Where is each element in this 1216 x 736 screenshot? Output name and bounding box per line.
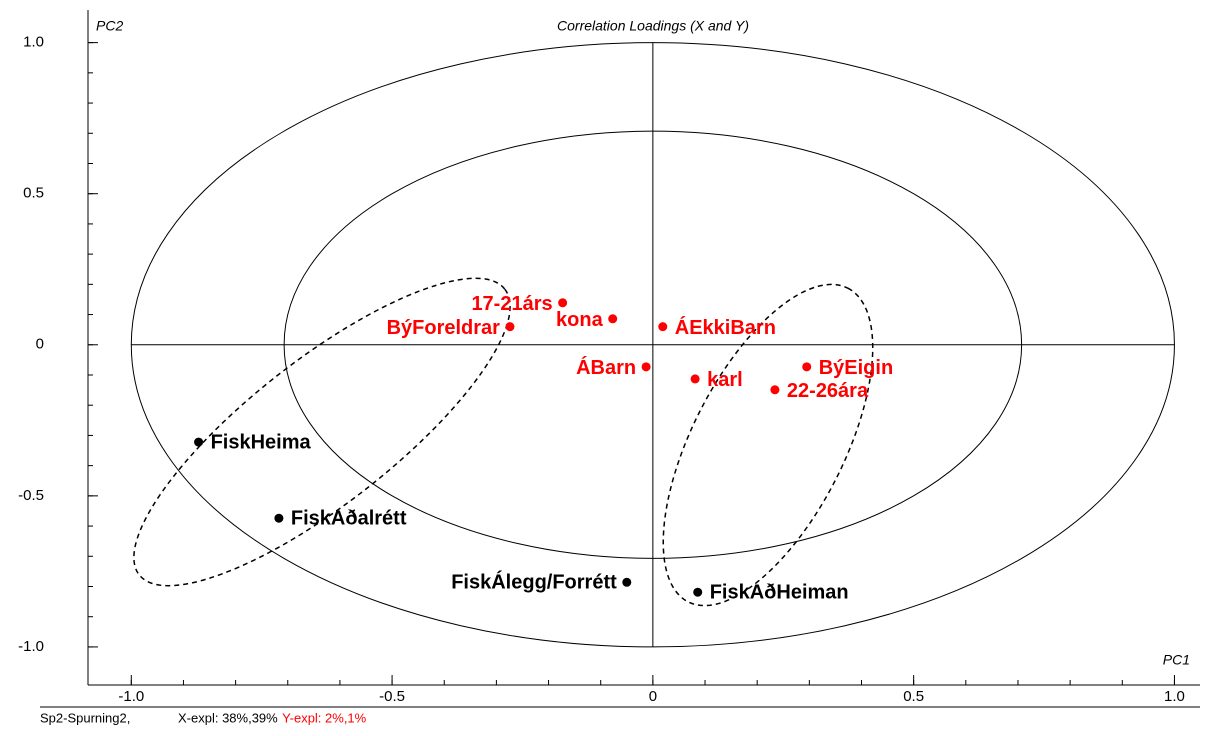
group-ellipse bbox=[662, 283, 874, 607]
point bbox=[641, 362, 651, 372]
point-label: 22-26ára bbox=[787, 380, 869, 402]
point-label: FiskÁlegg/Forrétt bbox=[451, 571, 617, 594]
x-tick-label: -1.0 bbox=[118, 688, 144, 705]
point-label: karl bbox=[707, 369, 743, 391]
y-tick-label: -0.5 bbox=[18, 487, 44, 504]
point-label: FiskAðHeiman bbox=[710, 582, 849, 604]
point bbox=[505, 322, 515, 332]
y-tick-label: 0 bbox=[36, 336, 44, 353]
point bbox=[194, 437, 204, 447]
point bbox=[608, 314, 618, 324]
point-label: ÁEkkiBarn bbox=[675, 316, 776, 339]
point bbox=[770, 385, 780, 395]
point bbox=[658, 322, 668, 332]
point bbox=[274, 513, 284, 523]
x-tick-label: 0.5 bbox=[903, 688, 924, 705]
point-label: BýEigin bbox=[819, 357, 893, 379]
footer-name: Sp2-Spurning2, bbox=[40, 710, 130, 725]
y-tick-label: -1.0 bbox=[18, 638, 44, 655]
point-label: FiskAðalrétt bbox=[291, 507, 407, 529]
point-label: 17-21árs bbox=[471, 293, 552, 315]
x-tick-label: -0.5 bbox=[379, 688, 405, 705]
y-tick-label: 1.0 bbox=[23, 34, 44, 51]
point bbox=[802, 362, 812, 372]
y-axis-label: PC2 bbox=[96, 18, 123, 34]
chart-title: Correlation Loadings (X and Y) bbox=[557, 18, 749, 34]
point bbox=[622, 577, 632, 587]
x-tick-label: 0 bbox=[649, 688, 657, 705]
group-outlines bbox=[133, 277, 874, 607]
y-tick-label: 0.5 bbox=[23, 185, 44, 202]
point bbox=[693, 587, 703, 597]
point-label: BýForeldrar bbox=[387, 317, 501, 339]
point bbox=[690, 374, 700, 384]
point bbox=[558, 298, 568, 308]
footer-x-expl: X-expl: 38%,39% bbox=[178, 710, 278, 725]
x-tick-label: 1.0 bbox=[1164, 688, 1185, 705]
footer-y-expl: Y-expl: 2%,1% bbox=[282, 710, 367, 725]
point-label: ÁBarn bbox=[576, 356, 636, 379]
point-label: FiskHeima bbox=[211, 431, 312, 453]
group-ellipse bbox=[133, 277, 511, 587]
x-axis-label: PC1 bbox=[1163, 652, 1190, 668]
point-label: kona bbox=[556, 309, 604, 331]
